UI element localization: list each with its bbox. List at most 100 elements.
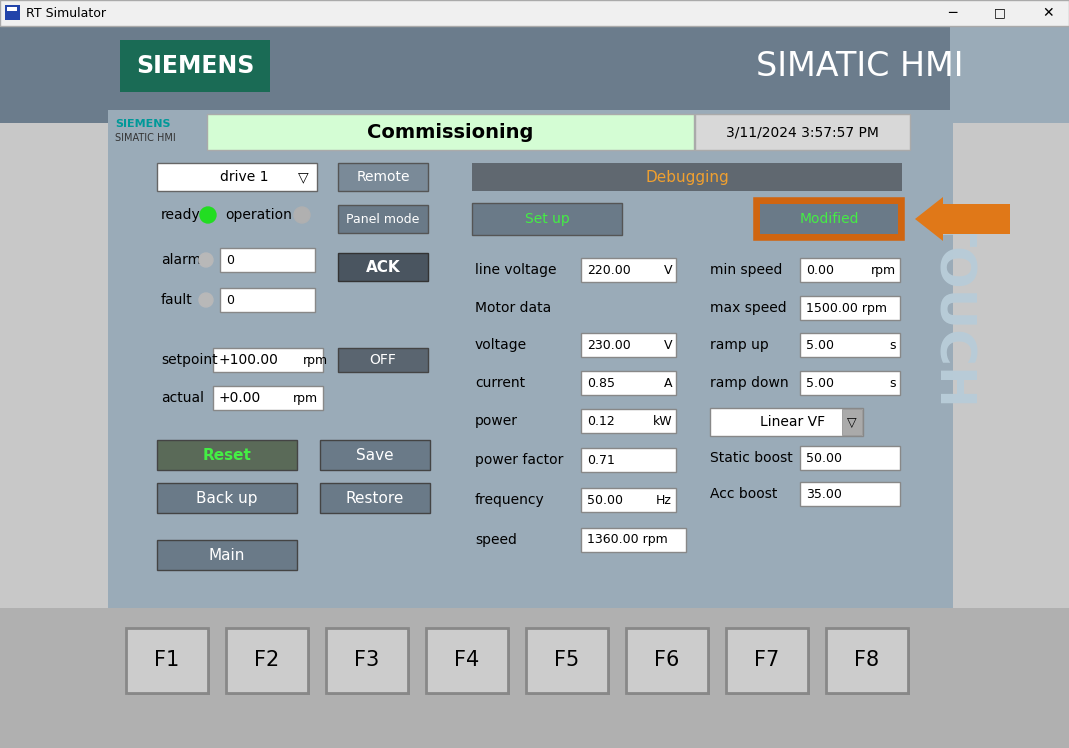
- FancyBboxPatch shape: [427, 628, 508, 693]
- FancyBboxPatch shape: [338, 205, 428, 233]
- FancyBboxPatch shape: [760, 204, 898, 234]
- Text: ramp up: ramp up: [710, 338, 769, 352]
- FancyBboxPatch shape: [213, 386, 323, 410]
- FancyBboxPatch shape: [626, 628, 708, 693]
- Text: Restore: Restore: [345, 491, 404, 506]
- Text: frequency: frequency: [475, 493, 545, 507]
- Text: 1360.00 rpm: 1360.00 rpm: [587, 533, 668, 547]
- Text: □: □: [994, 7, 1006, 19]
- Text: drive 1: drive 1: [220, 170, 268, 184]
- Text: Static boost: Static boost: [710, 451, 793, 465]
- Text: 1500.00 rpm: 1500.00 rpm: [806, 301, 887, 314]
- Text: rpm: rpm: [303, 354, 327, 367]
- Text: Back up: Back up: [197, 491, 258, 506]
- FancyBboxPatch shape: [628, 630, 710, 695]
- FancyBboxPatch shape: [728, 630, 810, 695]
- Text: ready: ready: [161, 208, 201, 222]
- FancyBboxPatch shape: [207, 114, 694, 150]
- FancyBboxPatch shape: [800, 371, 900, 395]
- FancyBboxPatch shape: [157, 163, 317, 191]
- Text: max speed: max speed: [710, 301, 787, 315]
- FancyBboxPatch shape: [338, 163, 428, 191]
- Text: Panel mode: Panel mode: [346, 212, 420, 225]
- Text: min speed: min speed: [710, 263, 783, 277]
- FancyBboxPatch shape: [12, 7, 17, 11]
- FancyBboxPatch shape: [157, 483, 297, 513]
- Text: s: s: [889, 376, 896, 390]
- Text: RT Simulator: RT Simulator: [26, 7, 106, 19]
- Text: Acc boost: Acc boost: [710, 487, 777, 501]
- Circle shape: [199, 253, 213, 267]
- Text: V: V: [664, 339, 672, 352]
- Text: SIMATIC HMI: SIMATIC HMI: [115, 133, 175, 143]
- Text: 50.00: 50.00: [806, 452, 842, 465]
- Text: F7: F7: [755, 650, 779, 670]
- FancyBboxPatch shape: [213, 348, 323, 372]
- FancyBboxPatch shape: [695, 114, 910, 150]
- Text: speed: speed: [475, 533, 517, 547]
- FancyBboxPatch shape: [800, 258, 900, 282]
- Text: Reset: Reset: [202, 447, 251, 462]
- Text: s: s: [889, 339, 896, 352]
- FancyBboxPatch shape: [950, 26, 1069, 123]
- FancyBboxPatch shape: [5, 5, 20, 20]
- FancyBboxPatch shape: [580, 258, 676, 282]
- Text: ✕: ✕: [1042, 6, 1054, 20]
- Circle shape: [294, 207, 310, 223]
- Text: setpoint: setpoint: [161, 353, 218, 367]
- Text: 0: 0: [226, 293, 234, 307]
- FancyBboxPatch shape: [320, 440, 430, 470]
- Text: current: current: [475, 376, 525, 390]
- FancyBboxPatch shape: [526, 628, 608, 693]
- FancyBboxPatch shape: [726, 628, 808, 693]
- FancyBboxPatch shape: [220, 288, 315, 312]
- FancyBboxPatch shape: [580, 371, 676, 395]
- Text: 0.71: 0.71: [587, 453, 615, 467]
- Text: 35.00: 35.00: [806, 488, 842, 500]
- FancyBboxPatch shape: [580, 528, 686, 552]
- FancyBboxPatch shape: [800, 482, 900, 506]
- FancyArrow shape: [915, 197, 1010, 241]
- FancyBboxPatch shape: [800, 333, 900, 357]
- FancyBboxPatch shape: [710, 408, 863, 436]
- Text: ▽: ▽: [848, 415, 857, 429]
- Text: V: V: [664, 263, 672, 277]
- FancyBboxPatch shape: [157, 540, 297, 570]
- Text: power factor: power factor: [475, 453, 563, 467]
- Text: 50.00: 50.00: [587, 494, 623, 506]
- Text: Hz: Hz: [656, 494, 672, 506]
- Text: actual: actual: [161, 391, 204, 405]
- Text: Commissioning: Commissioning: [367, 123, 533, 141]
- FancyBboxPatch shape: [580, 488, 676, 512]
- Text: SIMATIC HMI: SIMATIC HMI: [756, 49, 964, 82]
- FancyBboxPatch shape: [800, 446, 900, 470]
- Text: 5.00: 5.00: [806, 339, 834, 352]
- Text: OFF: OFF: [370, 353, 397, 367]
- Text: 3/11/2024 3:57:57 PM: 3/11/2024 3:57:57 PM: [726, 125, 879, 139]
- Text: ramp down: ramp down: [710, 376, 789, 390]
- FancyBboxPatch shape: [326, 628, 408, 693]
- Text: 0.00: 0.00: [806, 263, 834, 277]
- FancyBboxPatch shape: [220, 248, 315, 272]
- Text: ACK: ACK: [366, 260, 400, 275]
- FancyBboxPatch shape: [800, 296, 900, 320]
- FancyBboxPatch shape: [580, 409, 676, 433]
- Text: F8: F8: [854, 650, 880, 670]
- Text: F6: F6: [654, 650, 680, 670]
- Text: 230.00: 230.00: [587, 339, 631, 352]
- Text: Modified: Modified: [800, 212, 858, 226]
- Text: rpm: rpm: [293, 391, 317, 405]
- Text: A: A: [664, 376, 672, 390]
- FancyBboxPatch shape: [472, 203, 622, 235]
- FancyBboxPatch shape: [580, 448, 676, 472]
- Text: F5: F5: [555, 650, 579, 670]
- FancyBboxPatch shape: [328, 630, 410, 695]
- Text: SIEMENS: SIEMENS: [115, 119, 170, 129]
- FancyBboxPatch shape: [7, 7, 12, 11]
- Text: F3: F3: [355, 650, 379, 670]
- Text: F2: F2: [254, 650, 280, 670]
- FancyBboxPatch shape: [338, 253, 428, 281]
- FancyBboxPatch shape: [756, 200, 902, 238]
- Circle shape: [200, 207, 216, 223]
- FancyBboxPatch shape: [320, 483, 430, 513]
